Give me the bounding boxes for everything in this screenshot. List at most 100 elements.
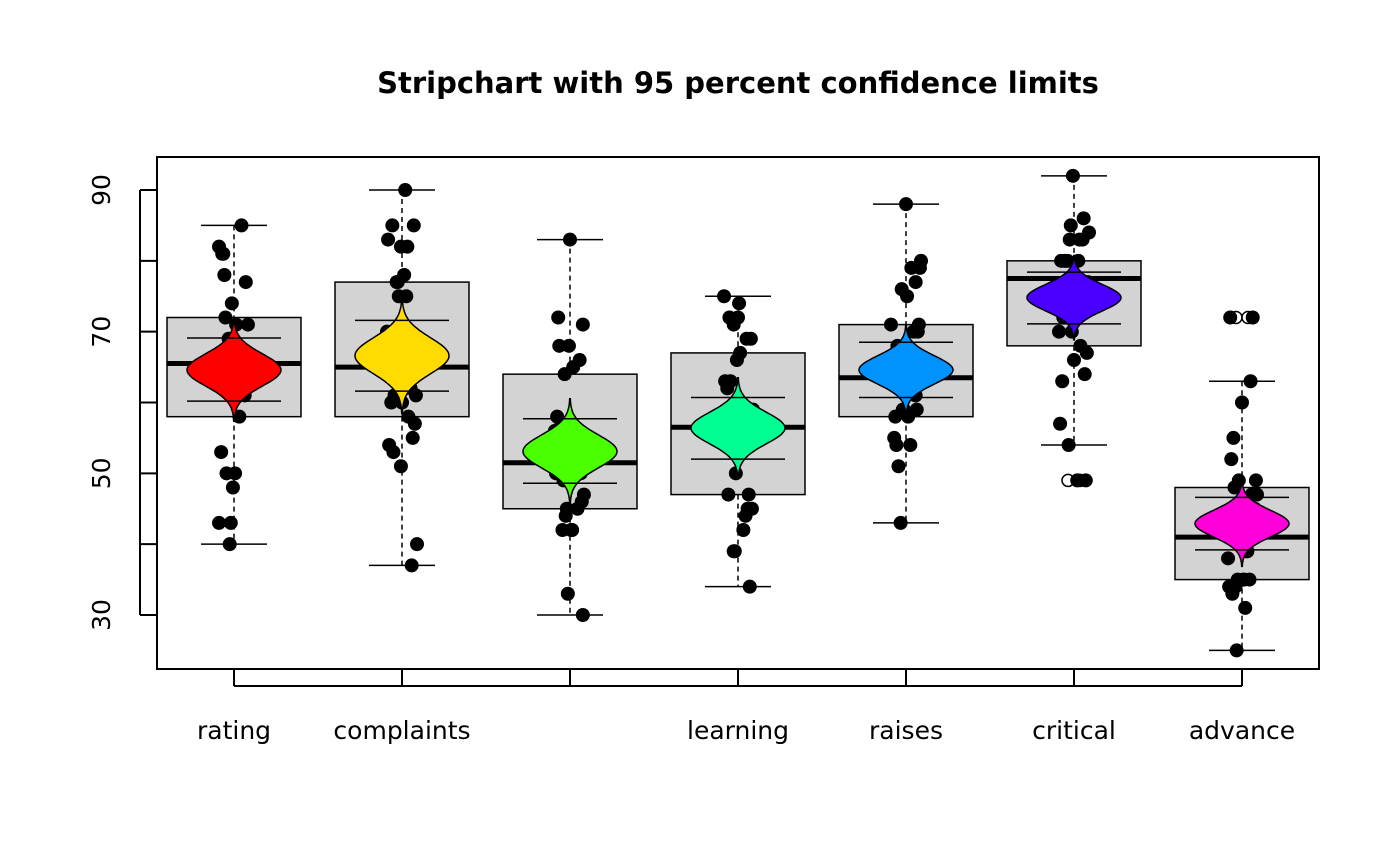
data-point xyxy=(212,515,226,530)
data-point xyxy=(726,317,741,332)
data-point xyxy=(909,402,924,417)
mean-density-violin xyxy=(186,317,282,423)
data-point xyxy=(212,239,226,254)
data-point xyxy=(1224,452,1239,467)
data-point xyxy=(234,218,249,233)
x-tick-label-advance: advance xyxy=(1189,716,1295,745)
data-point xyxy=(550,409,565,424)
chart-title: Stripchart with 95 percent confidence li… xyxy=(377,66,1099,100)
group-critical xyxy=(1006,168,1142,488)
data-point xyxy=(1063,218,1078,233)
data-point xyxy=(217,268,232,282)
data-point xyxy=(405,430,420,445)
data-point xyxy=(393,459,408,474)
data-point xyxy=(390,275,405,290)
data-point xyxy=(910,324,925,339)
data-point xyxy=(1248,473,1263,488)
data-point xyxy=(1065,168,1080,183)
groups xyxy=(166,168,1310,658)
data-point xyxy=(385,218,400,233)
data-point xyxy=(228,466,243,481)
data-point xyxy=(1235,395,1249,410)
data-point xyxy=(238,275,253,290)
y-tick-label: 70 xyxy=(87,316,116,348)
data-point xyxy=(1076,211,1091,226)
group-advance xyxy=(1174,310,1310,658)
data-point xyxy=(1223,310,1238,325)
data-point xyxy=(727,544,742,559)
data-point xyxy=(574,494,589,509)
data-point xyxy=(891,459,906,474)
data-point xyxy=(572,353,587,367)
x-tick-label-critical: critical xyxy=(1032,716,1116,745)
data-point xyxy=(884,317,898,332)
data-point xyxy=(407,416,422,431)
data-point xyxy=(717,289,732,304)
data-point xyxy=(1229,643,1244,658)
data-point xyxy=(410,537,424,552)
data-point xyxy=(223,515,238,530)
data-point xyxy=(393,239,408,254)
data-point xyxy=(1231,473,1246,488)
data-point xyxy=(1078,473,1093,488)
data-point xyxy=(563,232,577,247)
data-point xyxy=(1245,310,1260,325)
data-point xyxy=(240,317,255,332)
data-point xyxy=(914,253,928,268)
data-point xyxy=(560,586,575,601)
data-point xyxy=(739,331,754,346)
x-axis: rating complaints learning raises critical ad… xyxy=(197,669,1295,745)
data-point xyxy=(903,438,918,452)
x-tick-label-learning: learning xyxy=(687,716,789,745)
mean-density-violin xyxy=(354,297,450,415)
data-point xyxy=(561,338,576,353)
y-axis: 30 50 70 90 xyxy=(87,174,157,631)
data-point xyxy=(740,501,755,516)
data-point xyxy=(551,310,566,325)
data-point xyxy=(558,508,573,523)
data-point xyxy=(893,515,908,530)
data-point xyxy=(218,310,233,325)
y-tick-label: 30 xyxy=(87,599,116,631)
y-tick-label: 50 xyxy=(87,457,116,489)
mean-density-violin xyxy=(858,324,954,416)
data-point xyxy=(732,296,747,311)
data-point xyxy=(222,537,237,552)
x-tick-label-complaints: complaints xyxy=(333,716,470,745)
data-point xyxy=(1061,438,1076,452)
data-point xyxy=(721,487,736,502)
data-point xyxy=(899,197,913,212)
data-point xyxy=(1067,353,1081,367)
data-point xyxy=(1237,572,1252,587)
data-point xyxy=(1082,225,1096,240)
data-point xyxy=(733,345,748,360)
mean-density-violin xyxy=(690,376,786,480)
data-point xyxy=(575,608,590,622)
data-point xyxy=(1243,374,1258,389)
data-point xyxy=(1052,324,1066,339)
data-point xyxy=(908,275,923,290)
group-raises xyxy=(838,197,974,530)
data-point xyxy=(742,579,757,594)
data-point xyxy=(887,430,902,445)
data-point xyxy=(214,445,229,460)
data-point xyxy=(552,338,567,353)
data-point xyxy=(741,487,756,502)
data-point xyxy=(382,438,397,452)
mean-density-violin xyxy=(1194,480,1290,568)
mean-density-violin xyxy=(1026,254,1122,341)
data-point xyxy=(718,374,733,389)
data-point xyxy=(1077,367,1092,382)
data-point xyxy=(404,558,419,573)
data-point xyxy=(1226,430,1241,445)
data-point xyxy=(575,317,590,332)
data-point xyxy=(1073,338,1088,353)
data-point xyxy=(1062,232,1077,247)
data-point xyxy=(1053,416,1068,431)
data-point xyxy=(1058,253,1073,268)
data-point xyxy=(1238,600,1253,615)
data-point xyxy=(398,183,413,197)
y-tick-label: 90 xyxy=(87,174,116,206)
data-point xyxy=(406,218,421,233)
